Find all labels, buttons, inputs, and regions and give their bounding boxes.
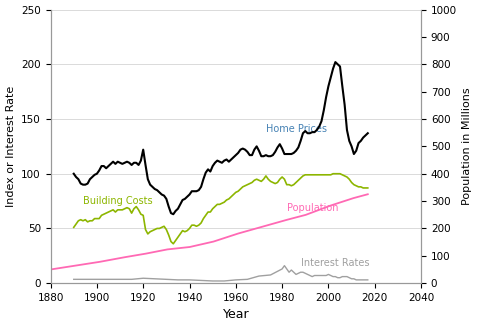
Text: Interest Rates: Interest Rates — [301, 258, 369, 268]
X-axis label: Year: Year — [222, 308, 249, 321]
Text: Home Prices: Home Prices — [266, 124, 327, 134]
Text: Population: Population — [287, 203, 338, 213]
Y-axis label: Index or Interest Rate: Index or Interest Rate — [6, 86, 16, 207]
Text: Building Costs: Building Costs — [83, 197, 152, 206]
Y-axis label: Population in Millions: Population in Millions — [462, 88, 472, 205]
